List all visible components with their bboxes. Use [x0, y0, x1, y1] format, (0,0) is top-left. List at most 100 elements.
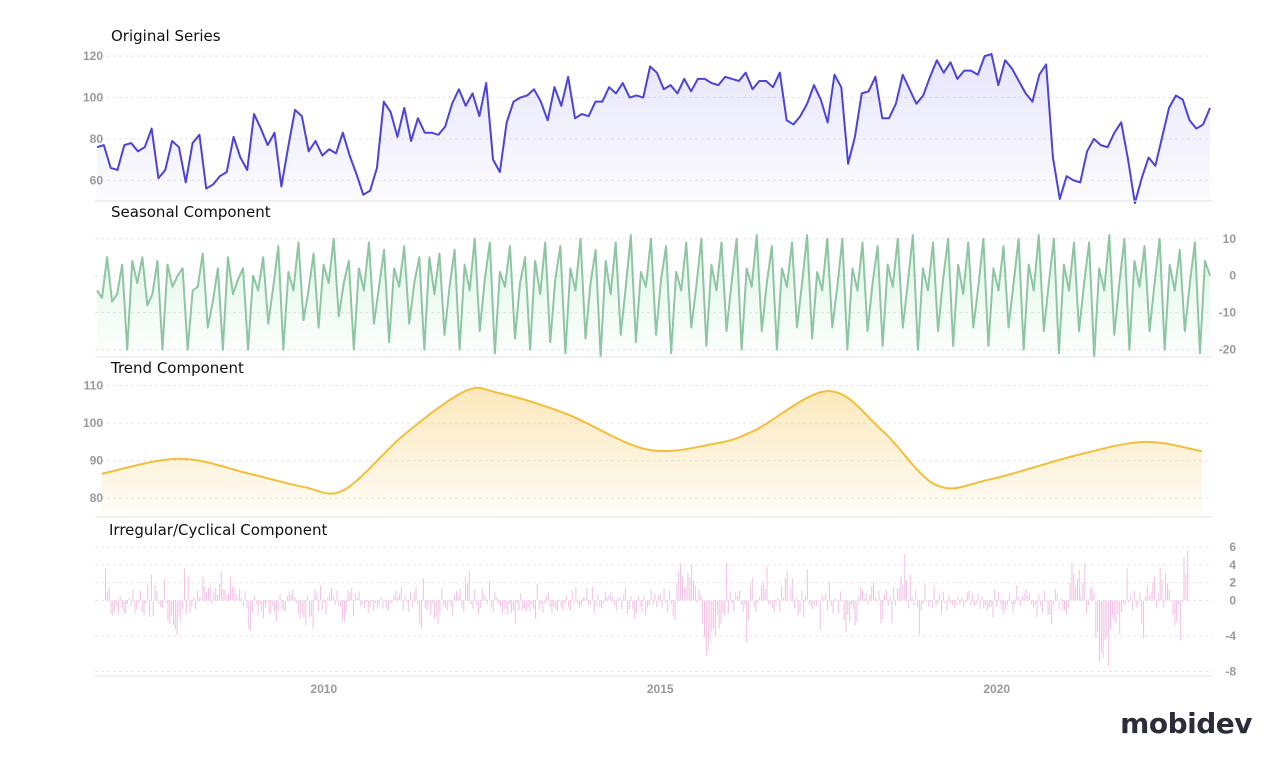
irregular-bar — [411, 600, 413, 608]
irregular-bar — [264, 600, 266, 608]
irregular-bar — [1019, 600, 1022, 606]
irregular-bar — [145, 600, 147, 604]
irregular-bar — [555, 600, 557, 610]
irregular-bar — [672, 600, 674, 617]
irregular-bar — [108, 587, 110, 601]
irregular-bar — [556, 600, 559, 612]
irregular-bar — [777, 597, 779, 601]
irregular-bar — [152, 600, 154, 617]
irregular-bar — [994, 588, 996, 601]
irregular-bar — [105, 568, 107, 601]
irregular-bar — [1067, 600, 1069, 608]
irregular-bar — [856, 600, 858, 622]
irregular-bar — [139, 590, 141, 601]
irregular-bar — [733, 600, 735, 612]
irregular-bar — [964, 600, 966, 604]
irregular-bar — [716, 600, 718, 615]
irregular-bar — [1051, 600, 1053, 625]
irregular-bar — [1086, 600, 1088, 614]
irregular-bar — [1064, 600, 1066, 611]
panel-trend-component: Trend Component 110 100 90 80 — [83, 359, 1212, 518]
irregular-bar — [902, 584, 904, 601]
panel-seasonal-component: Seasonal Component 10 0 -10 -20 — [95, 203, 1236, 358]
irregular-bar — [1100, 600, 1102, 653]
irregular-bar — [474, 588, 476, 601]
irregular-bar — [670, 600, 672, 604]
irregular-bar — [1155, 600, 1157, 609]
irregular-bar — [1084, 563, 1086, 601]
irregular-bar — [1091, 587, 1093, 601]
irregular-bar — [696, 600, 698, 604]
irregular-bar — [193, 596, 195, 601]
irregular-bar — [571, 590, 573, 601]
irregular-bar — [430, 600, 432, 615]
irregular-bar — [724, 600, 726, 616]
irregular-bar — [1073, 572, 1075, 601]
irregular-bar — [409, 592, 412, 601]
irregular-bar — [586, 588, 588, 601]
irregular-bar — [832, 600, 834, 614]
irregular-bar — [536, 583, 538, 601]
irregular-bar — [511, 600, 513, 613]
irregular-bar — [211, 600, 213, 604]
irregular-bar — [575, 587, 577, 601]
irregular-bar — [253, 595, 255, 601]
irregular-bar — [154, 585, 156, 601]
irregular-bar — [727, 600, 729, 614]
irregular-bar — [779, 600, 781, 612]
irregular-bar — [371, 600, 373, 603]
irregular-bar — [757, 600, 759, 604]
irregular-bar — [237, 598, 239, 601]
y-tick-label: 0 — [1229, 593, 1236, 607]
irregular-bar — [755, 600, 757, 612]
irregular-bar — [455, 590, 457, 601]
trend-component-area — [101, 387, 1202, 517]
irregular-bar — [821, 595, 823, 601]
irregular-bar — [770, 600, 772, 604]
irregular-bar — [904, 554, 906, 601]
irregular-bar — [248, 600, 250, 629]
irregular-bar — [1062, 600, 1064, 610]
irregular-bar — [966, 592, 968, 601]
irregular-bar — [713, 600, 715, 629]
irregular-bar — [940, 600, 943, 614]
irregular-bar — [161, 600, 163, 609]
irregular-bar — [880, 600, 882, 624]
irregular-bar — [562, 600, 564, 611]
irregular-bar — [977, 593, 979, 601]
irregular-bar — [523, 600, 525, 609]
irregular-bar — [1137, 600, 1139, 605]
irregular-bar — [639, 600, 641, 607]
irregular-bar — [395, 590, 397, 601]
y-tick-label: 80 — [90, 132, 104, 146]
irregular-bar — [722, 600, 724, 613]
irregular-bar — [1177, 600, 1180, 605]
irregular-bar — [204, 586, 206, 601]
irregular-bar — [376, 600, 378, 609]
irregular-bar — [150, 574, 152, 601]
irregular-bar — [654, 593, 656, 601]
irregular-bar — [1119, 600, 1121, 635]
irregular-bar — [746, 600, 748, 643]
irregular-bar — [847, 600, 849, 615]
irregular-bar — [990, 600, 992, 607]
irregular-bar — [538, 600, 540, 610]
panel-title-trend: Trend Component — [110, 359, 244, 377]
irregular-bar — [564, 600, 566, 604]
irregular-bar — [953, 600, 955, 609]
irregular-bar — [601, 600, 603, 609]
irregular-bar — [689, 577, 691, 601]
irregular-bar — [426, 600, 428, 611]
irregular-bar — [612, 596, 614, 601]
irregular-bar — [972, 593, 974, 601]
irregular-bar — [292, 589, 294, 601]
irregular-bar — [917, 600, 919, 608]
irregular-bar — [347, 589, 349, 601]
irregular-bar — [362, 600, 364, 604]
irregular-bar — [1056, 593, 1058, 601]
irregular-bar — [823, 597, 825, 601]
irregular-bar — [1122, 600, 1124, 604]
irregular-bar — [814, 600, 816, 606]
irregular-bar — [303, 600, 305, 618]
irregular-bar — [661, 600, 663, 609]
